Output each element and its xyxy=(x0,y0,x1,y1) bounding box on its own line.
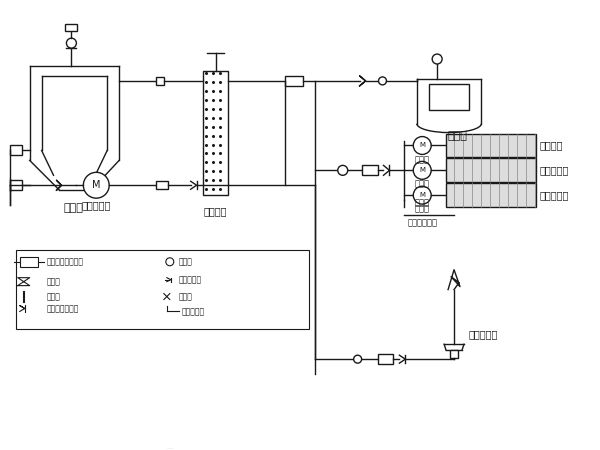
Circle shape xyxy=(338,165,348,176)
Circle shape xyxy=(83,172,109,198)
Circle shape xyxy=(67,38,76,48)
Text: 沼气锅炉: 沼气锅炉 xyxy=(539,140,563,150)
Text: 脱硫装置: 脱硫装置 xyxy=(204,206,227,216)
Text: 增压机: 增压机 xyxy=(415,198,430,207)
Text: M: M xyxy=(92,180,101,190)
Text: 止回阀: 止回阀 xyxy=(47,277,61,286)
Circle shape xyxy=(166,258,174,266)
Text: 沼气发电机: 沼气发电机 xyxy=(539,165,569,176)
Text: 负压防止阀: 负压防止阀 xyxy=(179,275,202,284)
Text: 直接供给沼气: 直接供给沼气 xyxy=(407,219,437,228)
Text: M: M xyxy=(419,192,425,198)
Text: 机械排气阀: 机械排气阀 xyxy=(182,307,205,316)
Bar xyxy=(65,24,77,31)
Text: 沼气发动机: 沼气发动机 xyxy=(539,190,569,200)
Text: 增压机: 增压机 xyxy=(415,155,430,164)
Circle shape xyxy=(432,54,442,64)
Circle shape xyxy=(353,355,362,363)
Bar xyxy=(446,134,536,158)
Text: 废气燃烧器: 废气燃烧器 xyxy=(469,329,499,339)
Text: 消滤器: 消滤器 xyxy=(47,292,61,301)
Text: 流量计: 流量计 xyxy=(179,257,193,266)
Text: 沼气压缩机: 沼气压缩机 xyxy=(82,200,111,210)
Text: 增压机: 增压机 xyxy=(415,205,430,214)
Bar xyxy=(446,158,536,182)
Text: 冷凝水杂质分离器: 冷凝水杂质分离器 xyxy=(47,257,83,266)
Bar xyxy=(429,84,469,110)
Bar xyxy=(446,183,536,207)
Text: 增压机: 增压机 xyxy=(415,180,430,189)
Text: 真空压力安全阀: 真空压力安全阀 xyxy=(47,304,79,313)
Text: 手动阀: 手动阀 xyxy=(179,292,193,301)
Bar xyxy=(362,165,377,176)
Text: 贮气柜: 贮气柜 xyxy=(447,130,467,140)
Bar xyxy=(156,181,168,189)
Bar xyxy=(156,77,164,85)
Bar xyxy=(450,350,458,358)
Bar xyxy=(203,71,229,195)
Bar xyxy=(285,76,303,86)
Bar xyxy=(10,145,22,155)
Bar xyxy=(16,250,309,329)
Text: M: M xyxy=(419,167,425,173)
Bar xyxy=(10,180,22,190)
Bar xyxy=(20,257,38,267)
Bar xyxy=(377,354,394,364)
Text: 消化池: 消化池 xyxy=(64,203,83,213)
Circle shape xyxy=(413,162,431,179)
Circle shape xyxy=(379,77,386,85)
Circle shape xyxy=(413,186,431,204)
Circle shape xyxy=(413,136,431,154)
Text: M: M xyxy=(419,143,425,148)
